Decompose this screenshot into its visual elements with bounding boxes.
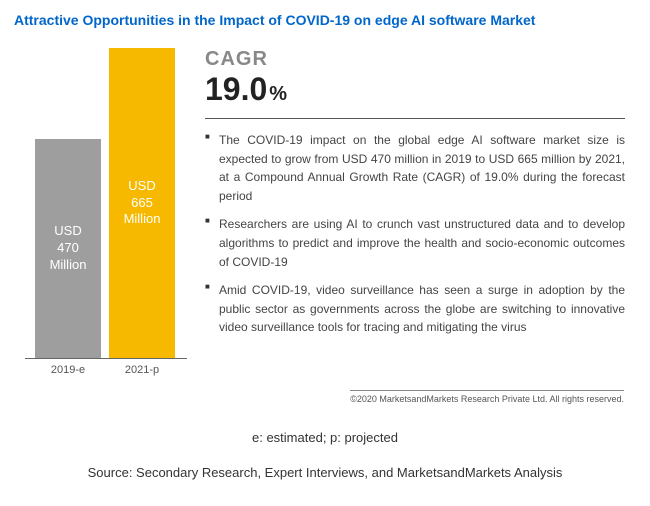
- bar-2021-unit: Million: [124, 211, 161, 226]
- main-content: USD 470 Million USD 665 Million 2019-e 2…: [0, 28, 650, 376]
- bar-2019: USD 470 Million: [35, 139, 101, 358]
- bar-2021-currency: USD: [128, 178, 155, 193]
- bullet-item: Amid COVID-19, video surveillance has se…: [205, 281, 625, 337]
- bar-2021-value: 665: [131, 195, 153, 210]
- source-text: Source: Secondary Research, Expert Inter…: [0, 465, 650, 480]
- bar-2019-unit: Million: [50, 257, 87, 272]
- cagr-label: CAGR: [205, 48, 625, 71]
- bar-2019-currency: USD: [54, 223, 81, 238]
- cagr-percent: %: [269, 83, 287, 105]
- cagr-value-row: 19.0%: [205, 71, 625, 108]
- info-panel: CAGR 19.0% The COVID-19 impact on the gl…: [195, 48, 625, 376]
- x-label-2021: 2021-p: [109, 359, 175, 376]
- bullet-list: The COVID-19 impact on the global edge A…: [205, 131, 625, 337]
- x-axis: 2019-e 2021-p: [25, 358, 187, 376]
- bars-container: USD 470 Million USD 665 Million: [25, 48, 185, 358]
- bar-chart: USD 470 Million USD 665 Million 2019-e 2…: [25, 48, 195, 376]
- bullet-item: Researchers are using AI to crunch vast …: [205, 215, 625, 271]
- cagr-value: 19.0: [205, 71, 267, 107]
- bar-2021: USD 665 Million: [109, 48, 175, 358]
- bar-2019-value: 470: [57, 240, 79, 255]
- divider: [205, 118, 625, 119]
- copyright-text: ©2020 MarketsandMarkets Research Private…: [350, 390, 624, 404]
- legend-text: e: estimated; p: projected: [0, 430, 650, 445]
- page-title: Attractive Opportunities in the Impact o…: [0, 0, 650, 28]
- bullet-item: The COVID-19 impact on the global edge A…: [205, 131, 625, 205]
- x-label-2019: 2019-e: [35, 359, 101, 376]
